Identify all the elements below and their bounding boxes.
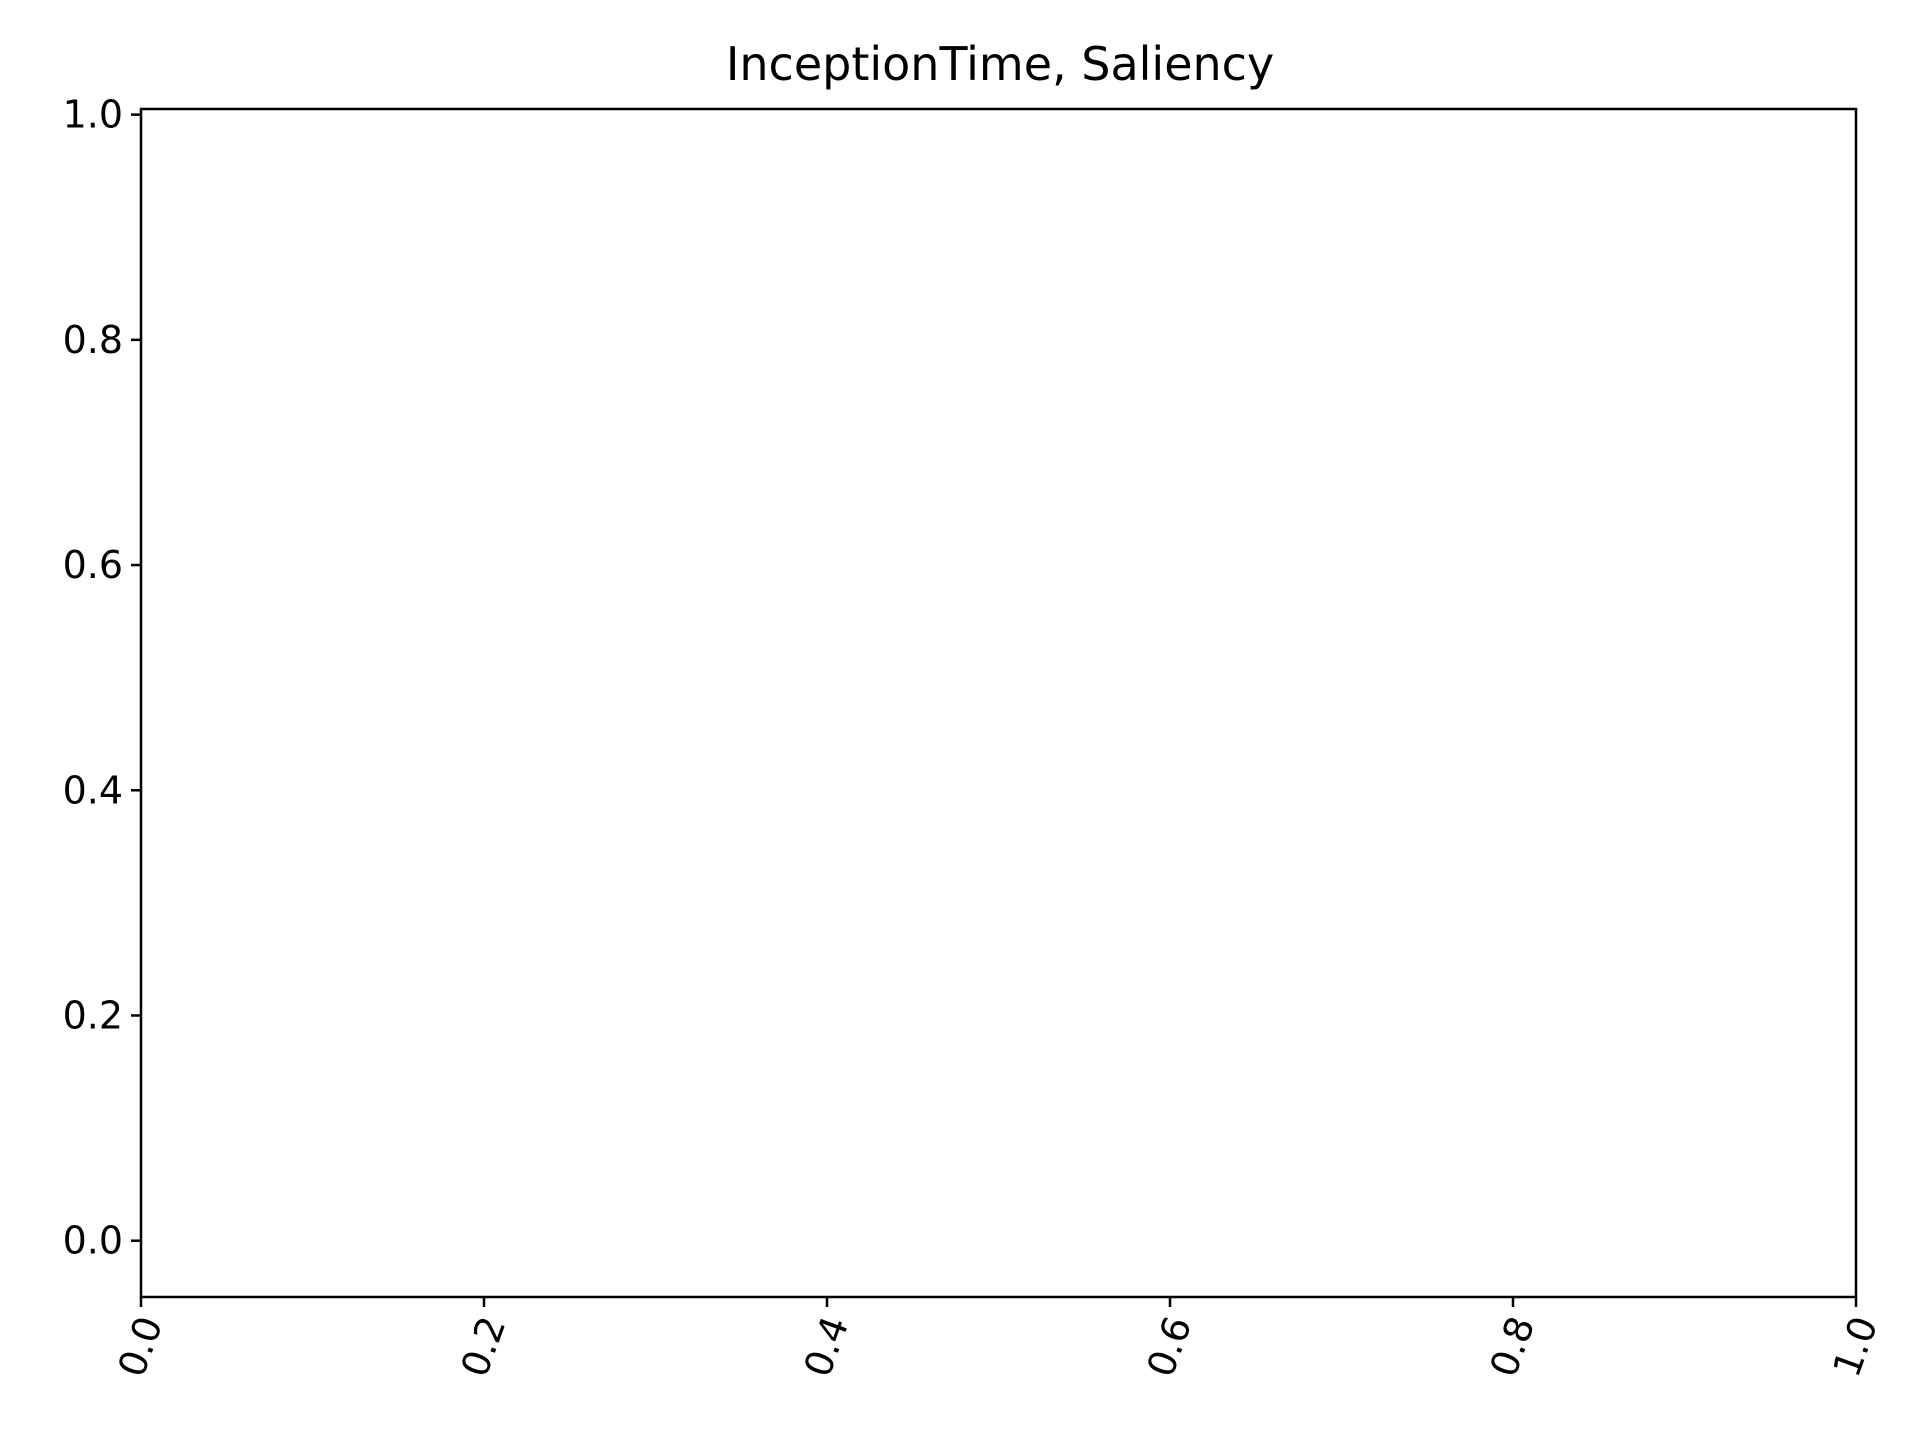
- y-tick-label: 0.0: [63, 1219, 123, 1263]
- plot-area-frame: [139, 107, 1858, 1299]
- y-tick-label: 0.2: [63, 993, 123, 1037]
- y-tick-label: 0.8: [63, 318, 123, 362]
- y-tick-label: 0.4: [63, 768, 123, 812]
- chart-title: InceptionTime, Saliency: [726, 37, 1274, 91]
- y-tick-label: 1.0: [63, 93, 123, 137]
- y-axis: 0.0 0.2 0.4 0.6 0.8 1.0: [63, 93, 141, 1263]
- y-tick-label: 0.6: [63, 543, 123, 587]
